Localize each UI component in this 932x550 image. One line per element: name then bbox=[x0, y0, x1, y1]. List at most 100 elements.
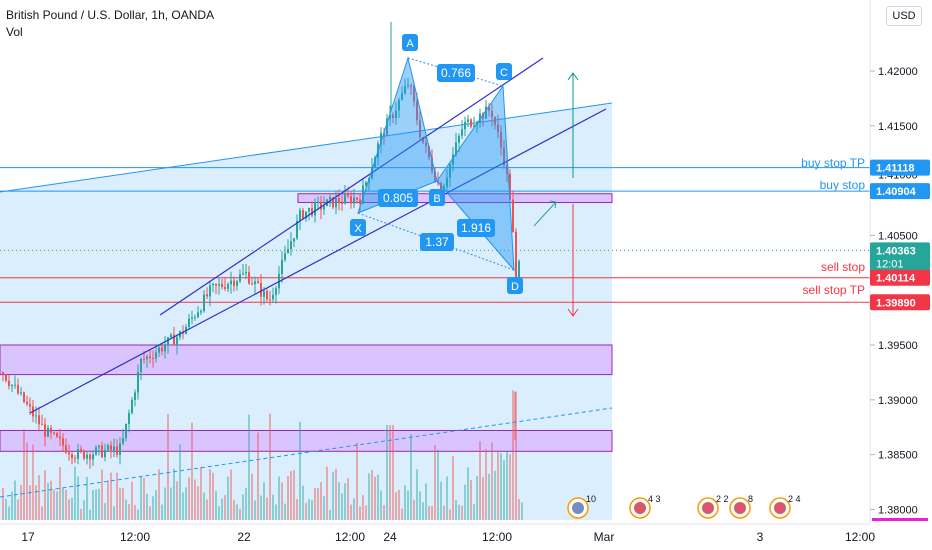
price-tag-4[interactable] bbox=[870, 269, 930, 286]
price-tag-3[interactable] bbox=[870, 242, 930, 273]
volume-bar bbox=[65, 489, 67, 520]
point-label-a-box[interactable] bbox=[402, 34, 418, 51]
volume-bar bbox=[329, 509, 331, 520]
ratio-label-box[interactable] bbox=[378, 189, 418, 207]
bias-arrow[interactable] bbox=[533, 201, 557, 227]
channel-upper-line[interactable] bbox=[159, 57, 544, 316]
volume-bar bbox=[428, 505, 430, 520]
point-label-c-box[interactable] bbox=[496, 63, 512, 80]
volume-bar bbox=[41, 506, 43, 520]
candle-body bbox=[164, 345, 166, 352]
volume-bar bbox=[236, 504, 238, 520]
candle-body bbox=[50, 427, 52, 433]
range-marker bbox=[872, 518, 928, 521]
y-tick-label: 1.38500 bbox=[878, 450, 918, 462]
target-down-arrowhead bbox=[567, 308, 579, 317]
event-count: 2 2 bbox=[716, 494, 729, 504]
price-tag-2[interactable] bbox=[870, 183, 930, 200]
candle-body bbox=[410, 85, 412, 87]
y-tick-label: 1.40500 bbox=[878, 230, 918, 242]
volume-bar bbox=[185, 487, 187, 520]
volume-bar bbox=[71, 497, 73, 520]
candle-body bbox=[134, 392, 136, 400]
volume-bar bbox=[512, 390, 514, 520]
zone-box-2[interactable] bbox=[0, 344, 613, 376]
event-flag-fill-icon bbox=[734, 502, 746, 514]
candle-body bbox=[236, 281, 238, 286]
volume-bar bbox=[500, 453, 502, 520]
volume-bar bbox=[197, 486, 199, 520]
volume-bar bbox=[314, 487, 316, 520]
volume-bar bbox=[110, 472, 112, 520]
candle-body bbox=[383, 132, 385, 137]
ratio-label-box[interactable] bbox=[457, 219, 495, 237]
bias-arrowhead bbox=[549, 200, 557, 209]
candle-body bbox=[335, 198, 337, 208]
volume-bar bbox=[137, 509, 139, 520]
volume-bar bbox=[305, 502, 307, 520]
candle-body bbox=[44, 424, 46, 437]
event-flag-fill-icon bbox=[702, 502, 714, 514]
time-axis[interactable] bbox=[0, 524, 932, 550]
candle-body bbox=[353, 197, 355, 204]
volume-bar bbox=[191, 422, 193, 520]
candle-body bbox=[404, 86, 406, 94]
candle-body bbox=[251, 283, 253, 285]
volume-bar bbox=[311, 500, 313, 520]
volume-bar bbox=[128, 503, 130, 520]
candle-body bbox=[422, 137, 424, 143]
candle-body bbox=[338, 198, 340, 204]
price-tag-5[interactable] bbox=[870, 294, 930, 311]
point-label-b-box[interactable] bbox=[429, 189, 445, 206]
candle-body bbox=[176, 337, 178, 346]
candle-body bbox=[329, 197, 331, 200]
volume-bar bbox=[389, 425, 391, 520]
volume-bar bbox=[440, 481, 442, 520]
candle-body bbox=[92, 454, 94, 460]
x-tick-label: 12:00 bbox=[845, 530, 875, 544]
currency-label: USD bbox=[892, 10, 916, 22]
x-tick-label: 17 bbox=[21, 530, 35, 544]
ratio-label: 0.805 bbox=[383, 191, 413, 205]
volume-bar bbox=[296, 499, 298, 520]
candle-body bbox=[101, 445, 103, 458]
ratio-label-box[interactable] bbox=[437, 64, 475, 82]
volume-bar bbox=[248, 414, 250, 520]
candle-body bbox=[263, 290, 265, 297]
volume-bar bbox=[299, 421, 301, 520]
volume-bar bbox=[83, 500, 85, 520]
volume-bar bbox=[125, 499, 127, 520]
volume-bar bbox=[443, 505, 445, 520]
price-tag-1[interactable] bbox=[870, 159, 930, 176]
ratio-label-box[interactable] bbox=[420, 233, 454, 251]
dashed-trend-line[interactable] bbox=[0, 407, 613, 498]
volume-bar bbox=[227, 476, 229, 520]
volume-indicator-label[interactable]: Vol bbox=[6, 25, 23, 39]
point-label-b: B bbox=[433, 193, 440, 205]
candle-body bbox=[8, 380, 10, 387]
candle-body bbox=[155, 352, 157, 359]
currency-button[interactable]: USD bbox=[886, 6, 922, 26]
candle-body bbox=[137, 371, 139, 393]
channel-lower-line[interactable] bbox=[29, 108, 607, 414]
zone-box-3[interactable] bbox=[0, 429, 613, 452]
candle-body bbox=[113, 446, 115, 451]
symbol-title[interactable]: British Pound / U.S. Dollar, 1h, OANDA bbox=[6, 8, 215, 22]
point-label-d-box[interactable] bbox=[507, 277, 523, 294]
point-label-x-box[interactable] bbox=[350, 219, 366, 236]
volume-bar bbox=[494, 470, 496, 520]
volume-bar bbox=[422, 502, 424, 520]
volume-bar bbox=[287, 476, 289, 520]
candle-body bbox=[425, 142, 427, 147]
volume-bar bbox=[23, 428, 25, 520]
volume-bar bbox=[464, 484, 466, 520]
candle-body bbox=[86, 454, 88, 459]
volume-bar bbox=[131, 481, 133, 520]
volume-bar bbox=[338, 482, 340, 520]
candle-body bbox=[299, 210, 301, 221]
volume-bar bbox=[458, 504, 460, 520]
volume-bar bbox=[206, 499, 208, 520]
volume-bar bbox=[242, 494, 244, 520]
